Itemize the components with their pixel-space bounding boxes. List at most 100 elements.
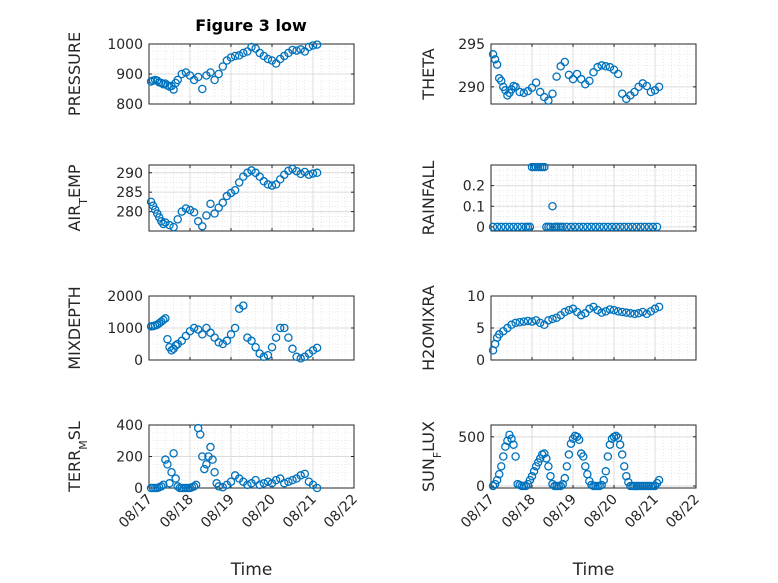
data-point xyxy=(193,72,203,82)
data-point xyxy=(605,305,615,314)
data-point xyxy=(492,222,502,232)
data-point xyxy=(509,440,518,449)
y-tick-label: 0 xyxy=(476,353,485,369)
data-point xyxy=(206,199,215,209)
data-point xyxy=(544,462,553,471)
data-point xyxy=(243,480,252,490)
subplot-mixdepth: 0 1000 2000 MIXDEPTH xyxy=(65,286,355,370)
data-point xyxy=(271,333,281,342)
data-point xyxy=(591,222,600,232)
data-point xyxy=(214,338,223,347)
data-point xyxy=(208,455,217,464)
data-point xyxy=(292,352,301,362)
data-point xyxy=(632,222,641,232)
data-point xyxy=(587,222,596,232)
data-point xyxy=(312,168,322,178)
data-point xyxy=(499,452,508,461)
data-point xyxy=(601,62,611,71)
data-point xyxy=(243,168,252,178)
data-point xyxy=(527,317,537,326)
data-point xyxy=(296,471,305,480)
data-point xyxy=(544,96,553,105)
data-point xyxy=(308,41,318,50)
x-axis-title: Time xyxy=(230,560,273,580)
subplot-h2omixra: 0 5 10 H2OMIXRA xyxy=(419,285,697,371)
data-point xyxy=(312,343,322,353)
data-point xyxy=(288,475,297,485)
data-point xyxy=(652,222,662,232)
data-point xyxy=(312,483,322,493)
data-point xyxy=(609,305,619,315)
data-point xyxy=(312,40,322,49)
data-point xyxy=(579,452,588,461)
data-point xyxy=(198,330,207,339)
data-point xyxy=(544,316,553,325)
data-point xyxy=(519,88,529,98)
data-point xyxy=(296,169,305,179)
data-point xyxy=(189,323,199,333)
data-point xyxy=(615,222,625,232)
data-point xyxy=(159,219,168,229)
data-point xyxy=(214,482,223,491)
subplot-terr-msl: 0 200 400 08/17 08/18 08/19 08/20 08/21 08/22 TER… xyxy=(65,418,361,580)
data-point xyxy=(574,435,584,445)
data-point xyxy=(595,222,604,232)
data-point xyxy=(251,342,260,352)
data-point xyxy=(280,323,289,333)
subplot-rainfall: 0 0.1 0.2 RAINFALL xyxy=(419,161,697,236)
data-point xyxy=(611,222,621,232)
data-point xyxy=(638,307,647,317)
y-tick-label: 5 xyxy=(476,321,485,337)
y-tick-label: 0 xyxy=(134,481,143,497)
data-point xyxy=(271,475,281,485)
data-point xyxy=(572,69,582,79)
data-point xyxy=(300,469,310,479)
data-point xyxy=(562,222,572,232)
y-axis-title: TERRMSL xyxy=(65,421,90,493)
x-tick-label: 08/17 xyxy=(458,492,498,532)
y-tick-label: 290 xyxy=(458,80,485,96)
y-tick-label: 290 xyxy=(116,166,143,182)
data-point xyxy=(267,342,277,352)
data-point xyxy=(505,222,514,232)
axes-box xyxy=(490,424,697,489)
data-point xyxy=(226,330,236,339)
data-point xyxy=(206,328,215,338)
data-point xyxy=(599,222,609,232)
data-point xyxy=(620,462,629,471)
data-point xyxy=(540,162,549,172)
data-point xyxy=(214,203,223,212)
data-point xyxy=(200,464,209,474)
data-point xyxy=(566,439,576,448)
data-point xyxy=(488,222,498,232)
y-axis-title: PRESSURE xyxy=(65,32,84,116)
data-point xyxy=(167,467,176,477)
data-point xyxy=(654,302,664,312)
x-tick-label: 08/21 xyxy=(622,492,662,532)
data-point xyxy=(210,467,219,477)
data-point xyxy=(171,474,180,483)
data-point xyxy=(271,180,281,189)
data-point xyxy=(181,331,191,341)
y-tick-label: 900 xyxy=(116,67,143,83)
data-point xyxy=(218,62,228,71)
data-point xyxy=(546,471,555,481)
data-point xyxy=(527,83,537,92)
y-axis-title: AIRTEMP xyxy=(65,164,90,231)
data-point xyxy=(230,323,240,333)
data-point xyxy=(548,314,557,324)
data-point xyxy=(284,477,293,486)
data-point xyxy=(263,54,273,64)
data-point xyxy=(292,46,301,55)
data-point xyxy=(535,87,545,97)
data-point xyxy=(163,460,172,469)
data-point xyxy=(492,475,502,485)
data-point xyxy=(654,82,664,92)
y-tick-label: 10 xyxy=(467,289,485,305)
data-point xyxy=(226,477,236,486)
data-point xyxy=(517,222,527,232)
data-point xyxy=(560,307,570,317)
data-point xyxy=(193,325,203,334)
data-point xyxy=(542,454,551,463)
figure-title: Figure 3 low xyxy=(195,16,307,35)
